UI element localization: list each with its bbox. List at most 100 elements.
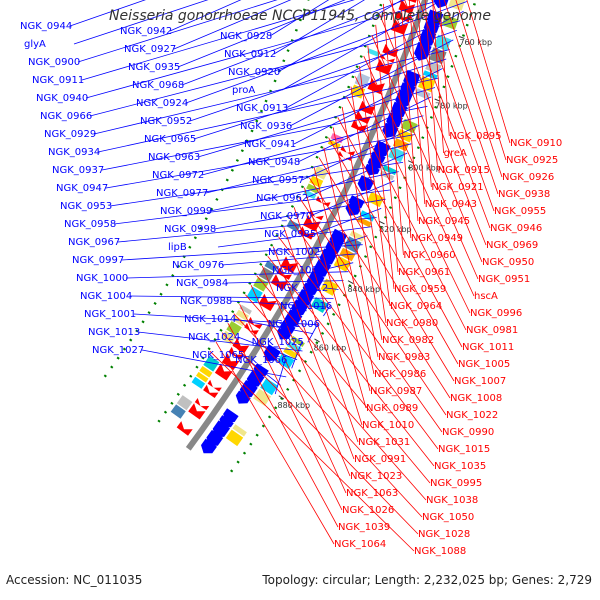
forward-gene-label: NGK_0972 xyxy=(152,170,204,181)
forward-gene-label: NGK_1002 xyxy=(268,247,320,258)
leader-line xyxy=(354,76,471,314)
leader-line xyxy=(177,0,346,68)
ruler-tick-label: 820 kbp xyxy=(379,225,412,234)
forward-gene-label: NGK_0976 xyxy=(172,260,224,271)
label-leader-lines xyxy=(69,0,511,552)
leader-line xyxy=(291,341,303,369)
leader-line xyxy=(328,137,459,365)
reverse-gene-label: NGK_0943 xyxy=(425,199,477,210)
reverse-gene-label: NGK_0921 xyxy=(431,182,483,193)
forward-gene-label: NGK_1014 xyxy=(184,314,236,325)
reverse-gene-label: NGK_1026 xyxy=(342,505,394,516)
leader-line xyxy=(416,0,432,188)
cog-category-block xyxy=(320,278,339,296)
forward-gene-label: NGK_0936 xyxy=(240,121,292,132)
forward-gene-arrow xyxy=(235,390,251,404)
forward-gene-label: NGK_1016 xyxy=(280,301,332,312)
forward-gene-label: NGK_0900 xyxy=(28,57,80,68)
forward-gene-label: NGK_0935 xyxy=(128,62,180,73)
cog-category-block xyxy=(199,366,213,378)
leader-line xyxy=(400,0,419,222)
reverse-gene-label: NGK_0989 xyxy=(366,403,418,414)
cog-category-block xyxy=(235,309,249,321)
forward-gene-label: NGK_0967 xyxy=(68,237,120,248)
cog-category-block xyxy=(191,376,206,389)
leader-line xyxy=(277,0,403,73)
forward-gene-arrow xyxy=(277,327,292,340)
reverse-gene-label: NGK_1050 xyxy=(422,512,474,523)
reverse-gene-arrow xyxy=(203,384,219,398)
cog-category-block xyxy=(203,355,220,372)
reverse-gene-label: NGK_0986 xyxy=(374,369,426,380)
reverse-gene-label: NGK_1088 xyxy=(414,546,466,557)
forward-gene-label: NGK_0970 xyxy=(260,211,312,222)
reverse-gene-arrow xyxy=(188,403,206,420)
reverse-gene-label: NGK_1010 xyxy=(362,420,414,431)
forward-gene-label: NGK_1066 xyxy=(235,355,287,366)
leader-line xyxy=(105,134,416,189)
forward-gene-label: NGK_1025 xyxy=(252,337,304,348)
leader-line xyxy=(389,0,487,246)
ruler-tick-label: 840 kbp xyxy=(347,285,380,294)
leader-line xyxy=(383,3,404,256)
forward-gene-label: NGK_0948 xyxy=(248,157,300,168)
reverse-gene-label: NGK_0955 xyxy=(494,206,546,217)
reverse-gene-label: NGK_1011 xyxy=(462,342,514,353)
leader-line xyxy=(375,24,399,273)
leader-line xyxy=(73,0,209,45)
reverse-gene-arrow xyxy=(232,338,250,354)
reverse-gene-arrow xyxy=(382,43,399,58)
forward-gene-label: NGK_0913 xyxy=(236,103,288,114)
cog-category-block xyxy=(196,371,209,383)
cog-category-block xyxy=(393,138,410,152)
cog-category-block xyxy=(258,267,275,282)
leader-line xyxy=(173,0,292,50)
ruler-tick-label: 860 kbp xyxy=(314,344,347,353)
leader-line xyxy=(346,96,467,331)
reverse-gene-label: NGK_0951 xyxy=(478,274,530,285)
forward-gene-arrow xyxy=(414,41,432,61)
cog-category-block xyxy=(283,347,298,359)
reverse-gene-arrow xyxy=(176,421,193,436)
cog-category-block xyxy=(367,191,384,208)
map-title: Neisseria gonorrhoeae NCCP11945, complet… xyxy=(109,8,491,24)
ruler-tick-label: 880 kbp xyxy=(278,401,311,410)
reverse-gene-arrow xyxy=(258,293,277,312)
leader-line xyxy=(121,244,363,261)
forward-gene-label: NGK_0963 xyxy=(148,152,200,163)
reverse-gene-label: NGK_0969 xyxy=(486,240,538,251)
cog-category-block xyxy=(253,277,269,292)
cog-category-block xyxy=(303,189,317,200)
forward-gene-label: NGK_0999 xyxy=(160,206,212,217)
ruler-tick-label: 800 kbp xyxy=(408,164,441,173)
forward-gene-label: NGK_0944 xyxy=(20,21,72,32)
reverse-gene-arrow xyxy=(340,145,356,156)
cog-category-block xyxy=(239,304,252,315)
leader-line xyxy=(215,341,335,545)
forward-gene-label: NGK_0953 xyxy=(60,201,112,212)
reverse-gene-label: NGK_1007 xyxy=(454,376,506,387)
reverse-gene-label: NGK_0950 xyxy=(482,257,534,268)
leader-line xyxy=(363,55,475,297)
cog-category-block xyxy=(306,183,320,194)
forward-gene-label: NGK_0998 xyxy=(164,224,216,235)
forward-gene-label: NGK_1013 xyxy=(88,327,140,338)
forward-gene-label: NGK_0928 xyxy=(220,31,272,42)
leader-line xyxy=(304,187,367,409)
leader-line xyxy=(237,336,298,361)
leader-line xyxy=(424,0,439,171)
accession-text: Accession: NC_011035 xyxy=(6,573,143,587)
reverse-gene-label: hscA xyxy=(474,291,498,302)
reverse-gene-arrow xyxy=(315,195,331,207)
leader-line xyxy=(350,86,387,324)
reverse-gene-arrow xyxy=(358,100,376,115)
reverse-gene-label: NGK_1063 xyxy=(346,488,398,499)
leader-line xyxy=(431,0,499,195)
forward-gene-label: NGK_0911 xyxy=(32,75,84,86)
forward-gene-arrow xyxy=(382,122,399,138)
forward-gene-label: NGK_0941 xyxy=(244,139,296,150)
leader-line xyxy=(197,87,436,158)
reverse-gene-label: NGK_0938 xyxy=(498,189,550,200)
forward-gene-label: NGK_1001 xyxy=(84,309,136,320)
forward-gene-label: NGK_1004 xyxy=(80,291,132,302)
